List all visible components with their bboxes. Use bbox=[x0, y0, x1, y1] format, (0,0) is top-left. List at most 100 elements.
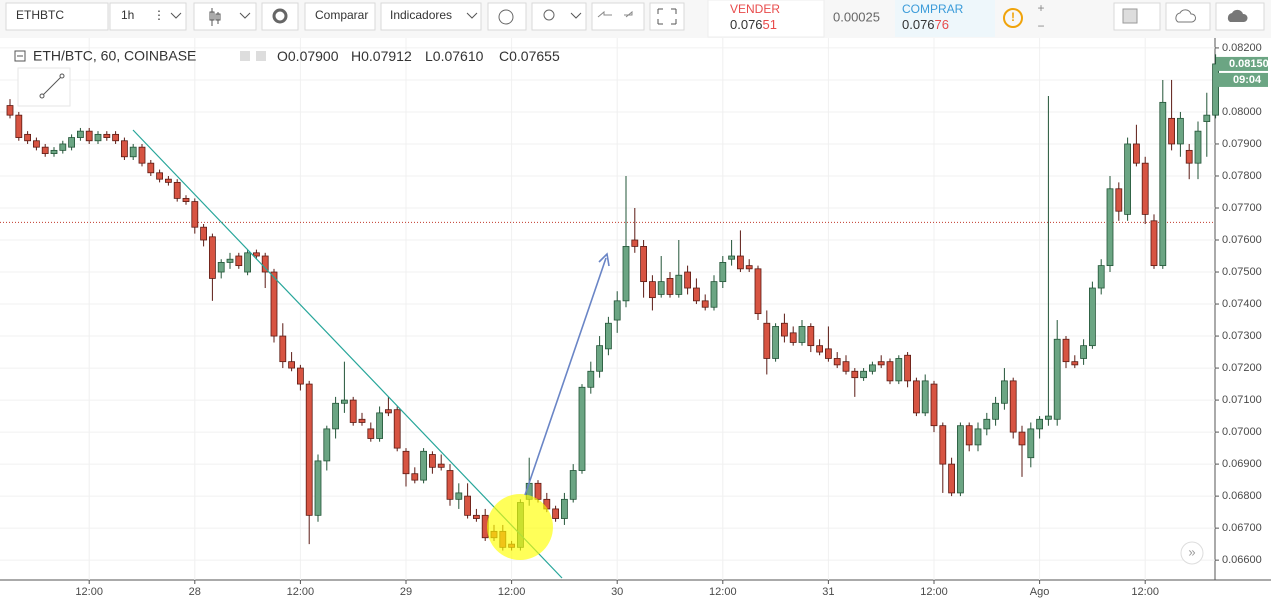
x-tick-label: 28 bbox=[189, 586, 201, 598]
sell-label: VENDER bbox=[730, 2, 780, 16]
candle-body bbox=[816, 345, 823, 353]
zoom-out[interactable]: − bbox=[1037, 19, 1044, 33]
candle-body bbox=[1124, 143, 1131, 215]
candle-body bbox=[1001, 380, 1008, 404]
dropdown-icon bbox=[239, 12, 251, 19]
eye-icon[interactable] bbox=[240, 51, 250, 61]
candle-body bbox=[1080, 345, 1087, 359]
candle-body bbox=[649, 281, 656, 299]
candle-body bbox=[851, 370, 859, 379]
candle-body bbox=[569, 470, 577, 500]
candle-body bbox=[288, 361, 296, 369]
alert-box[interactable] bbox=[487, 2, 527, 31]
candle-body bbox=[1115, 188, 1123, 212]
interval-box[interactable] bbox=[109, 2, 187, 31]
candle-body bbox=[710, 281, 718, 308]
x-tick-label: 12:00 bbox=[1131, 586, 1159, 598]
candle-body bbox=[1106, 188, 1114, 267]
candle-body bbox=[957, 425, 964, 494]
countdown-tag bbox=[1216, 72, 1268, 87]
candle-body bbox=[156, 172, 164, 180]
candle-body bbox=[94, 133, 102, 142]
candle-body bbox=[1027, 428, 1035, 459]
candle-body bbox=[1133, 143, 1140, 164]
candle-body bbox=[948, 463, 955, 494]
candle-body bbox=[173, 181, 181, 199]
candle-body bbox=[340, 399, 348, 404]
candle-body bbox=[833, 358, 841, 366]
y-tick-label: 0.07900 bbox=[1222, 138, 1262, 150]
candle-body bbox=[965, 425, 973, 446]
buy-label: COMPRAR bbox=[902, 2, 964, 16]
candle-body bbox=[622, 246, 630, 302]
y-tick-label: 0.07000 bbox=[1222, 426, 1262, 438]
arrow-line[interactable] bbox=[524, 257, 607, 496]
candle-body bbox=[15, 114, 23, 138]
candle-body bbox=[983, 418, 991, 430]
cloud-icon bbox=[1227, 9, 1248, 22]
scroll-button[interactable] bbox=[1180, 541, 1204, 565]
fullscreen-icon bbox=[657, 8, 677, 25]
candle-body bbox=[605, 322, 612, 350]
candle-body bbox=[869, 364, 876, 372]
candle-body bbox=[1097, 265, 1105, 289]
sell-box[interactable] bbox=[707, 0, 825, 38]
legend-key: L bbox=[425, 48, 433, 64]
candle-body bbox=[613, 300, 621, 321]
candle-body bbox=[719, 262, 727, 283]
undo-redo-box[interactable] bbox=[591, 2, 645, 31]
buy-box[interactable] bbox=[895, 0, 995, 37]
legend-item: L0.07610 bbox=[425, 48, 484, 64]
candle-body bbox=[41, 146, 49, 154]
info-icon[interactable] bbox=[1003, 8, 1023, 28]
candle-body bbox=[974, 428, 982, 446]
highlight-circle[interactable] bbox=[487, 494, 553, 560]
candle-body bbox=[1177, 117, 1184, 145]
line-tool-icon[interactable] bbox=[41, 75, 63, 97]
candle-body bbox=[930, 383, 938, 427]
candle-body bbox=[640, 246, 647, 283]
candle-body bbox=[807, 326, 815, 347]
symbol-box[interactable] bbox=[5, 2, 109, 31]
candle-body bbox=[33, 140, 40, 148]
candle-body bbox=[349, 399, 357, 423]
last-price-tag bbox=[1216, 56, 1268, 71]
candle-body bbox=[745, 265, 753, 270]
symbol: ETHBTC bbox=[16, 8, 64, 22]
candle-body bbox=[244, 252, 252, 273]
zoom-in[interactable]: + bbox=[1037, 1, 1044, 15]
more-icon: ⋮ bbox=[153, 8, 165, 22]
arrow-head bbox=[598, 252, 610, 267]
candle-body bbox=[252, 252, 260, 257]
x-tick-label: 12:00 bbox=[920, 586, 948, 598]
compare-box[interactable] bbox=[304, 2, 376, 31]
x-tick-label: 12:00 bbox=[498, 586, 526, 598]
candle-body bbox=[1185, 149, 1193, 164]
trend-line[interactable] bbox=[132, 129, 563, 579]
y-tick-label: 0.06900 bbox=[1222, 458, 1262, 470]
settings-box[interactable] bbox=[261, 2, 299, 31]
candle-body bbox=[446, 470, 454, 500]
candle-body bbox=[384, 409, 392, 414]
x-tick-label: 30 bbox=[611, 586, 623, 598]
candle-body bbox=[235, 255, 243, 267]
legend-key: O bbox=[277, 48, 288, 64]
candle-body bbox=[789, 332, 797, 343]
ideas-box[interactable] bbox=[531, 2, 587, 31]
settings-icon[interactable] bbox=[256, 51, 266, 61]
candle-body bbox=[428, 454, 436, 468]
candle-body bbox=[772, 326, 779, 359]
collapse-icon[interactable] bbox=[14, 50, 26, 62]
legend-item: H0.07912 bbox=[351, 48, 412, 64]
indicators-box[interactable] bbox=[380, 2, 482, 31]
candle-body bbox=[1089, 287, 1096, 347]
legend-title: ETH/BTC, 60, COINBASE bbox=[33, 48, 196, 64]
chart-style-box[interactable] bbox=[193, 2, 257, 31]
candle-body bbox=[85, 130, 93, 142]
candle-body bbox=[1168, 117, 1175, 145]
compare: Comparar bbox=[315, 8, 368, 22]
load-box[interactable] bbox=[1165, 2, 1211, 31]
fullscreen-box[interactable] bbox=[649, 2, 685, 31]
candle-body bbox=[77, 130, 84, 138]
